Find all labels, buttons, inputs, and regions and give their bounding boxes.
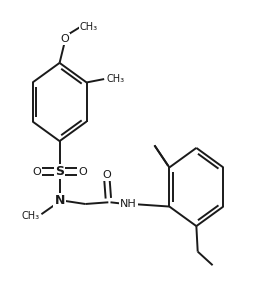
Text: CH₃: CH₃ [107,74,125,84]
Text: N: N [54,194,65,207]
Text: O: O [78,167,87,177]
Text: O: O [103,170,111,180]
Text: CH₃: CH₃ [21,211,39,221]
Text: S: S [55,165,64,178]
Text: O: O [61,34,69,44]
Text: O: O [32,167,41,177]
Text: NH: NH [120,199,137,209]
Text: CH₃: CH₃ [80,22,98,32]
